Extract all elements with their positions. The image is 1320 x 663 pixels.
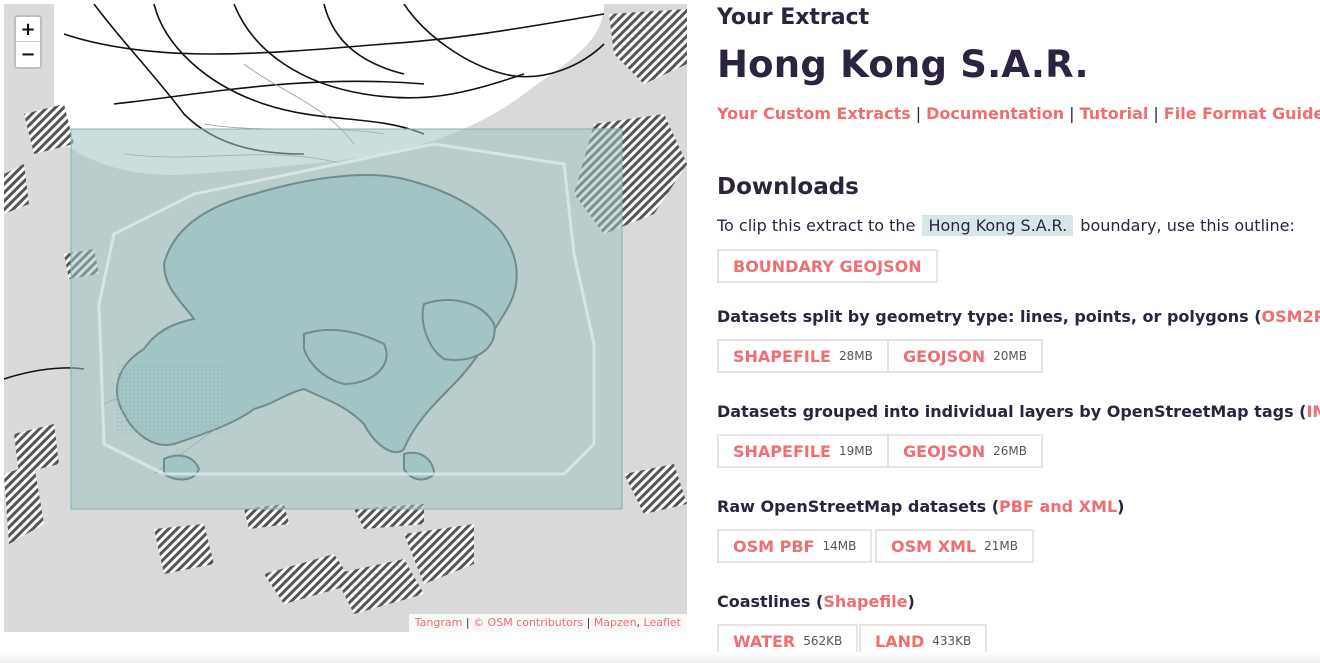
zoom-control: + − [14,15,42,69]
documentation-link[interactable]: Documentation [926,104,1065,123]
map-view[interactable]: + − Tangram | © OSM contributors | Mapze… [4,4,687,632]
button-label: SHAPEFILE [733,441,831,461]
page-title: Hong Kong S.A.R. [717,43,1089,86]
group-label-text: Datasets grouped into individual layers … [717,402,1307,421]
downloads-heading: Downloads [717,174,859,200]
group-label-close: ) [907,592,915,611]
button-label: WATER [733,631,796,651]
button-label: BOUNDARY GEOJSON [733,256,922,276]
group-label-imposm: Datasets grouped into individual layers … [717,402,1320,421]
osm-xml-button[interactable]: OSM XML 21MB [875,529,1034,563]
osm2pgsql-shapefile-button[interactable]: SHAPEFILE 28MB [717,339,889,373]
imposm-shapefile-button[interactable]: SHAPEFILE 19MB [717,434,889,468]
map-canvas[interactable] [4,4,687,632]
file-size: 433KB [932,634,972,648]
button-label: LAND [875,631,925,651]
extract-bbox [70,128,623,510]
group-label-coastlines: Coastlines (Shapefile) [717,592,915,611]
osm-pbf-button[interactable]: OSM PBF 14MB [717,529,873,563]
file-size: 26MB [993,444,1027,458]
zoom-out-button[interactable]: − [16,42,40,67]
tangram-link[interactable]: Tangram [414,616,463,629]
group-label-osm2pgsql: Datasets split by geometry type: lines, … [717,307,1320,326]
eyebrow-heading: Your Extract [717,5,870,30]
group-label-text: Coastlines ( [717,592,824,611]
button-label: GEOJSON [903,441,986,461]
boundary-geojson-button[interactable]: BOUNDARY GEOJSON [717,249,938,283]
shapefile-link[interactable]: Shapefile [823,592,908,611]
zoom-in-button[interactable]: + [16,17,40,42]
file-format-guide-link[interactable]: File Format Guide [1163,104,1320,123]
file-size: 19MB [838,444,873,458]
osm-contributors-link[interactable]: © OSM contributors [473,616,584,629]
osm2pgsql-geojson-button[interactable]: GEOJSON 20MB [887,339,1043,373]
boundary-outline [97,142,596,476]
mapzen-link[interactable]: Mapzen [593,616,637,629]
osm2pgsql-link[interactable]: OSM2PGSQL [1261,307,1320,326]
button-label: SHAPEFILE [733,346,831,366]
attribution-separator: | [586,616,591,629]
file-size: 21MB [984,539,1018,553]
file-size: 562KB [803,634,843,648]
file-size: 28MB [838,349,873,363]
button-label: GEOJSON [903,346,986,366]
nav-separator: | [1153,104,1159,123]
group-label-raw-osm: Raw OpenStreetMap datasets (PBF and XML) [717,497,1124,516]
pbf-xml-link[interactable]: PBF and XML [999,497,1118,516]
file-size: 14MB [822,539,857,553]
nav-separator: | [915,104,922,123]
imposm-geojson-button[interactable]: GEOJSON 26MB [887,434,1043,468]
group-label-text: Raw OpenStreetMap datasets ( [717,497,1000,516]
group-label-text: Datasets split by geometry type: lines, … [717,307,1262,326]
clip-text-after: boundary, use this outline: [1080,216,1295,235]
clip-instructions: To clip this extract to the Hong Kong S.… [717,215,1295,236]
imposm-link[interactable]: IMPOSM [1306,402,1320,421]
nav-links: Your Custom Extracts | Documentation | Tutor… [717,104,1320,123]
file-size: 20MB [993,349,1027,363]
nav-separator: | [1069,104,1075,123]
custom-extracts-link[interactable]: Your Custom Extracts [717,104,911,123]
attribution-separator: | [465,616,470,629]
button-label: OSM XML [891,536,977,556]
button-label: OSM PBF [733,536,815,556]
page-bottom-shadow [0,652,1320,663]
tutorial-link[interactable]: Tutorial [1079,104,1149,123]
group-label-close: ) [1117,497,1125,516]
clip-place-highlight: Hong Kong S.A.R. [922,215,1074,236]
clip-text-before: To clip this extract to the [717,216,916,235]
map-attribution: Tangram | © OSM contributors | Mapzen, L… [408,614,687,632]
leaflet-link[interactable]: Leaflet [643,616,681,629]
